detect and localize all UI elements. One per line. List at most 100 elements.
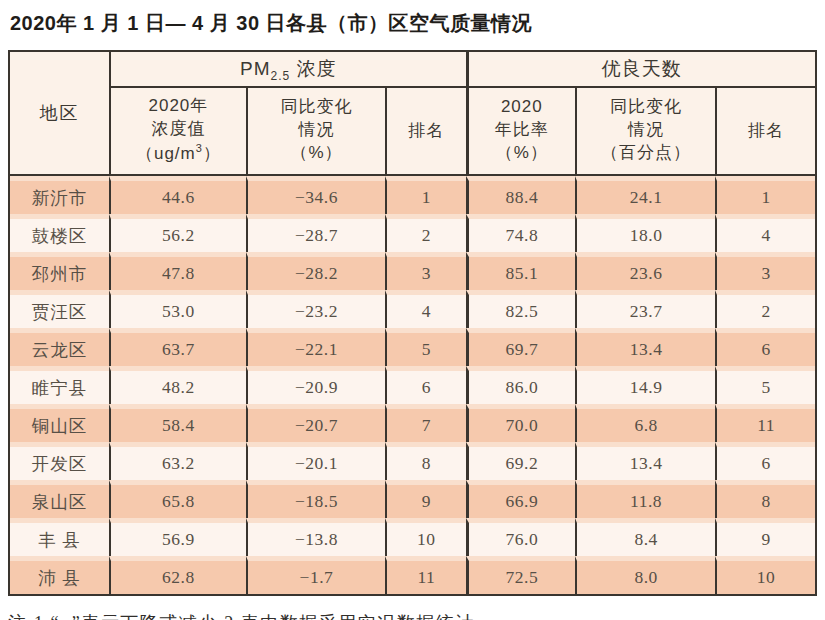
good-change-cell: 6.8 — [575, 404, 715, 442]
table-row: 邳州市 47.8 −28.2 3 85.1 23.6 3 — [10, 252, 815, 290]
pm-value-cell: 62.8 — [109, 556, 246, 594]
header-line: 同比变化 — [577, 96, 715, 119]
table-header: 地区 PM2.5 浓度 优良天数 2020年 浓度值 （ug/m3） 同比变化 … — [10, 52, 815, 176]
pm-rank-cell: 5 — [385, 328, 466, 366]
pm-change-cell: −1.7 — [246, 556, 385, 594]
good-change-cell: 8.0 — [575, 556, 715, 594]
header-sub-row: 2020年 浓度值 （ug/m3） 同比变化 情况 （%） 排名 2020 年比… — [10, 88, 815, 176]
good-rank-cell: 3 — [715, 252, 815, 290]
pm-value-cell: 63.7 — [109, 328, 246, 366]
col-header-pm-change: 同比变化 情况 （%） — [246, 88, 385, 176]
good-change-cell: 13.4 — [575, 328, 715, 366]
page: 2020年 1 月 1 日— 4 月 30 日各县（市）区空气质量情况 地区 P… — [0, 0, 825, 620]
good-rate-cell: 85.1 — [466, 252, 575, 290]
good-rate-cell: 74.8 — [466, 214, 575, 252]
table-row: 贾汪区 53.0 −23.2 4 82.5 23.7 2 — [10, 290, 815, 328]
cubic-superscript: 3 — [196, 142, 203, 154]
air-quality-table-frame: 地区 PM2.5 浓度 优良天数 2020年 浓度值 （ug/m3） 同比变化 … — [8, 50, 817, 596]
col-group-pm25-concentration: PM2.5 浓度 — [109, 52, 466, 88]
region-cell: 新沂市 — [10, 176, 109, 214]
header-line: 浓度值 — [111, 118, 246, 141]
good-rate-cell: 86.0 — [466, 366, 575, 404]
region-cell: 云龙区 — [10, 328, 109, 366]
good-rank-cell: 1 — [715, 176, 815, 214]
good-rank-cell: 4 — [715, 214, 815, 252]
pm-value-cell: 44.6 — [109, 176, 246, 214]
region-cell: 泉山区 — [10, 480, 109, 518]
pm-change-cell: −23.2 — [246, 290, 385, 328]
pm-rank-cell: 3 — [385, 252, 466, 290]
good-change-cell: 8.4 — [575, 518, 715, 556]
region-cell: 铜山区 — [10, 404, 109, 442]
pm-value-cell: 63.2 — [109, 442, 246, 480]
header-line: 情况 — [577, 119, 715, 142]
header-line: （百分点） — [577, 142, 715, 165]
pm-change-cell: −28.7 — [246, 214, 385, 252]
header-group-row: 地区 PM2.5 浓度 优良天数 — [10, 52, 815, 88]
header-line: 同比变化 — [248, 96, 385, 119]
good-rank-cell: 10 — [715, 556, 815, 594]
table-row: 云龙区 63.7 −22.1 5 69.7 13.4 6 — [10, 328, 815, 366]
pm-label: PM — [240, 58, 271, 79]
col-header-good-rate: 2020 年比率 （%） — [466, 88, 575, 176]
table-row: 泉山区 65.8 −18.5 9 66.9 11.8 8 — [10, 480, 815, 518]
good-change-cell: 14.9 — [575, 366, 715, 404]
region-cell: 开发区 — [10, 442, 109, 480]
col-header-pm-value: 2020年 浓度值 （ug/m3） — [109, 88, 246, 176]
good-rank-cell: 6 — [715, 442, 815, 480]
header-line: （%） — [469, 142, 575, 165]
pm-rank-cell: 8 — [385, 442, 466, 480]
good-rate-cell: 72.5 — [466, 556, 575, 594]
header-line: （%） — [248, 142, 385, 165]
col-group-good-days: 优良天数 — [466, 52, 815, 88]
air-quality-table: 地区 PM2.5 浓度 优良天数 2020年 浓度值 （ug/m3） 同比变化 … — [10, 52, 815, 594]
pm-change-cell: −28.2 — [246, 252, 385, 290]
region-cell: 鼓楼区 — [10, 214, 109, 252]
region-cell: 贾汪区 — [10, 290, 109, 328]
pm-change-cell: −20.7 — [246, 404, 385, 442]
good-change-cell: 11.8 — [575, 480, 715, 518]
good-change-cell: 13.4 — [575, 442, 715, 480]
pm-rank-cell: 7 — [385, 404, 466, 442]
pm-change-cell: −20.9 — [246, 366, 385, 404]
col-header-pm-rank: 排名 — [385, 88, 466, 176]
pm-rank-cell: 10 — [385, 518, 466, 556]
col-header-good-change: 同比变化 情况 （百分点） — [575, 88, 715, 176]
pm-value-cell: 56.9 — [109, 518, 246, 556]
concentration-label: 浓度 — [290, 58, 336, 79]
unit-text: （ug/m — [136, 144, 196, 163]
pm-change-cell: −20.1 — [246, 442, 385, 480]
header-line: 年比率 — [469, 119, 575, 142]
pm-rank-cell: 6 — [385, 366, 466, 404]
good-rank-cell: 11 — [715, 404, 815, 442]
table-row: 丰 县 56.9 −13.8 10 76.0 8.4 9 — [10, 518, 815, 556]
good-rate-cell: 76.0 — [466, 518, 575, 556]
pm-rank-cell: 1 — [385, 176, 466, 214]
header-line: 2020 — [469, 96, 575, 119]
col-header-region: 地区 — [10, 52, 109, 176]
region-cell: 丰 县 — [10, 518, 109, 556]
good-change-cell: 24.1 — [575, 176, 715, 214]
good-rate-cell: 69.2 — [466, 442, 575, 480]
pm25-subscript: 2.5 — [271, 68, 291, 82]
good-rank-cell: 5 — [715, 366, 815, 404]
good-change-cell: 18.0 — [575, 214, 715, 252]
pm-value-cell: 58.4 — [109, 404, 246, 442]
good-rate-cell: 88.4 — [466, 176, 575, 214]
good-change-cell: 23.6 — [575, 252, 715, 290]
pm-change-cell: −34.6 — [246, 176, 385, 214]
good-rank-cell: 2 — [715, 290, 815, 328]
table-footnote: 注:1.“−”表示下降或减少;2.表中数据采用实况数据统计。 — [8, 611, 817, 620]
pm-rank-cell: 4 — [385, 290, 466, 328]
pm-change-cell: −18.5 — [246, 480, 385, 518]
region-cell: 睢宁县 — [10, 366, 109, 404]
unit-text-close: ） — [203, 144, 221, 163]
table-body: 新沂市 44.6 −34.6 1 88.4 24.1 1 鼓楼区 56.2 −2… — [10, 176, 815, 594]
table-row: 沛 县 62.8 −1.7 11 72.5 8.0 10 — [10, 556, 815, 594]
pm-rank-cell: 11 — [385, 556, 466, 594]
pm-value-cell: 48.2 — [109, 366, 246, 404]
good-rank-cell: 8 — [715, 480, 815, 518]
good-rate-cell: 70.0 — [466, 404, 575, 442]
pm-value-cell: 65.8 — [109, 480, 246, 518]
region-cell: 沛 县 — [10, 556, 109, 594]
